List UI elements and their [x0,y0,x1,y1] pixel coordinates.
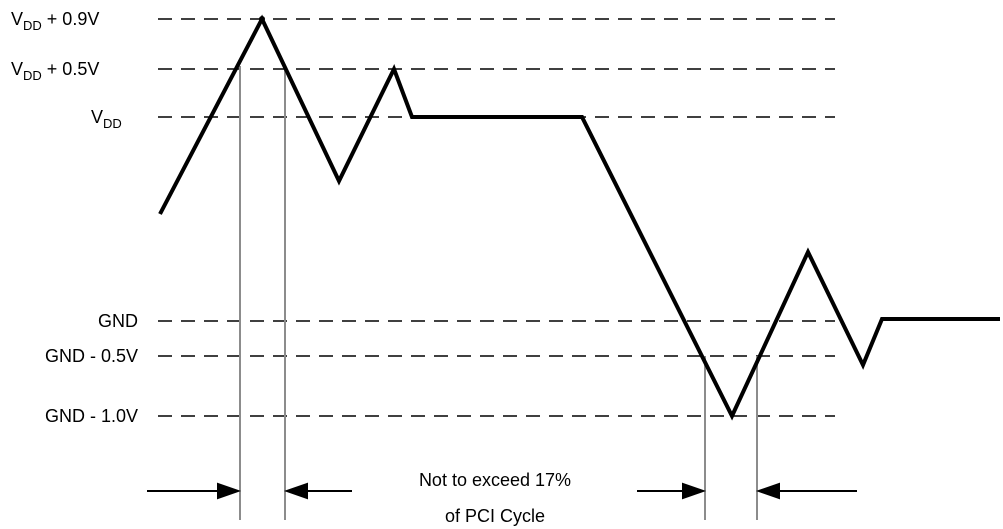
label-gnd-minus-0.5v: GND - 0.5V [44,346,138,366]
duration-note-line2: of PCI Cycle [444,506,546,526]
peak-marker [259,16,265,22]
label-vdd-plus-0.9v: VDD + 0.9V [11,9,100,33]
arrow-left-head-2 [755,482,780,500]
label-gnd-minus-1.0v: GND - 1.0V [44,406,138,426]
arrow-right-head-2 [682,482,707,500]
arrow-right-head-1 [217,482,242,500]
duration-note-line1: Not to exceed 17% [418,470,572,490]
label-vdd-plus-0.5v: VDD + 0.5V [11,59,100,83]
label-gnd: GND [98,311,138,331]
signal-waveform [158,14,1000,421]
arrow-left-head-1 [283,482,308,500]
label-vdd: VDD [91,107,122,131]
